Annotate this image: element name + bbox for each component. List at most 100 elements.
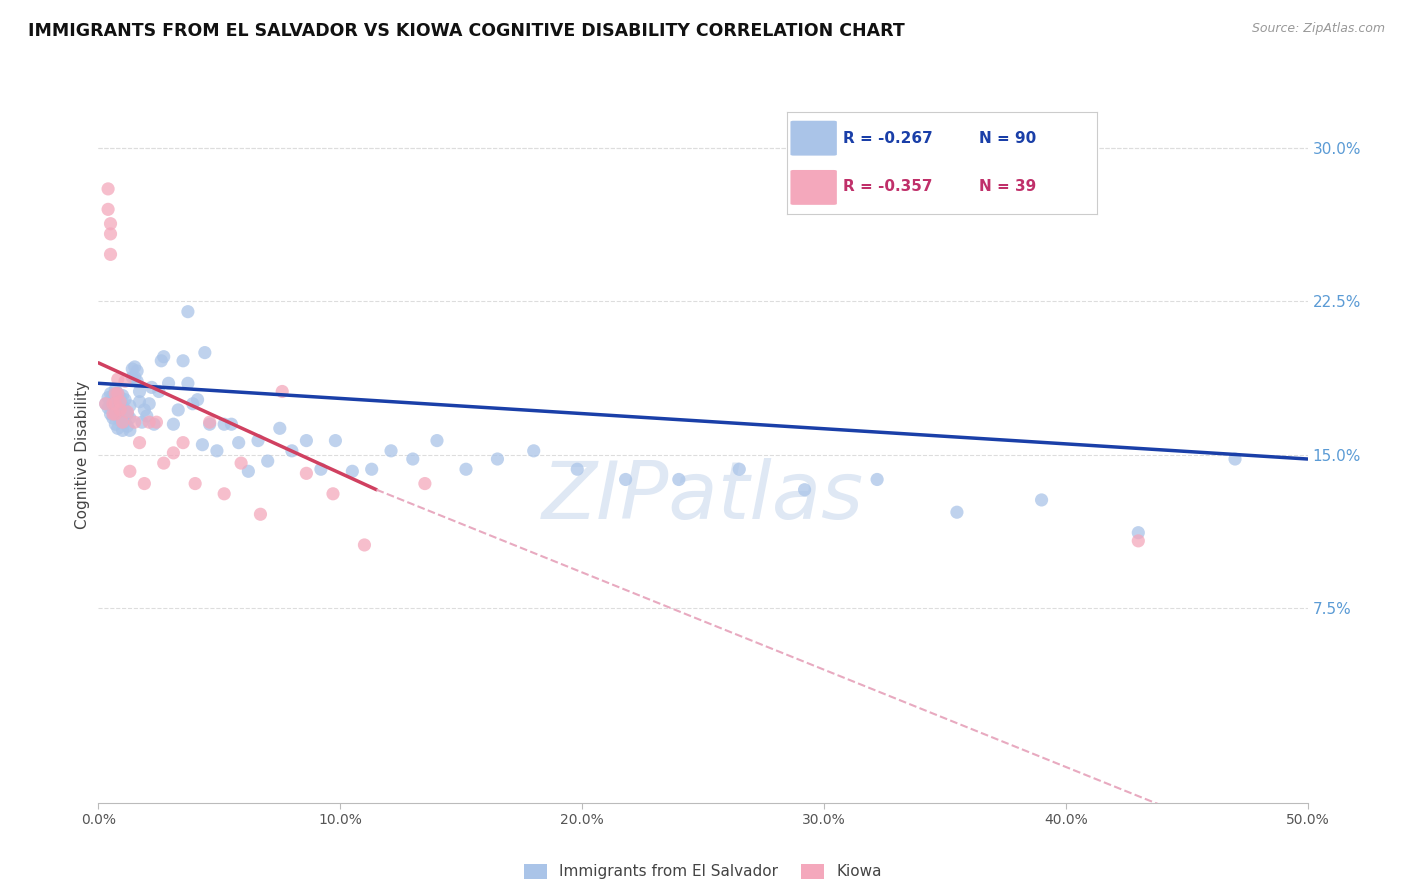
Legend: Immigrants from El Salvador, Kiowa: Immigrants from El Salvador, Kiowa <box>517 858 889 886</box>
Point <box>111 388 134 402</box>
Point <box>145 415 167 429</box>
Point <box>249 508 271 522</box>
Point <box>1128 525 1150 540</box>
Point <box>138 397 160 411</box>
Point <box>194 345 217 359</box>
Point <box>212 487 235 501</box>
Point <box>104 407 127 421</box>
Point <box>325 434 347 448</box>
Point <box>107 397 129 411</box>
Point <box>172 353 194 368</box>
Point <box>191 438 214 452</box>
Point <box>108 401 131 415</box>
FancyBboxPatch shape <box>790 120 837 155</box>
Point <box>198 415 221 429</box>
Point <box>1223 452 1246 467</box>
Point <box>229 456 252 470</box>
Point <box>100 247 122 261</box>
Point <box>486 452 509 467</box>
Point <box>94 397 117 411</box>
Text: IMMIGRANTS FROM EL SALVADOR VS KIOWA COGNITIVE DISABILITY CORRELATION CHART: IMMIGRANTS FROM EL SALVADOR VS KIOWA COG… <box>28 22 905 40</box>
Point <box>118 464 141 478</box>
Y-axis label: Cognitive Disability: Cognitive Disability <box>75 381 90 529</box>
Point <box>181 397 204 411</box>
Point <box>108 413 131 427</box>
Point <box>138 415 160 429</box>
Point <box>281 443 304 458</box>
Point <box>269 421 291 435</box>
Point <box>101 388 124 402</box>
Point <box>177 376 200 391</box>
Point <box>104 386 127 401</box>
Text: N = 39: N = 39 <box>979 179 1036 194</box>
Point <box>111 415 134 429</box>
Point <box>143 417 166 432</box>
Point <box>256 454 278 468</box>
Point <box>117 407 139 421</box>
Point <box>322 487 344 501</box>
Point <box>134 403 156 417</box>
Point <box>295 434 318 448</box>
Point <box>1031 492 1053 507</box>
Point <box>118 411 141 425</box>
Point <box>413 476 436 491</box>
Point <box>271 384 294 399</box>
Point <box>108 391 131 405</box>
Point <box>118 399 141 413</box>
Point <box>111 411 134 425</box>
Point <box>205 443 228 458</box>
Point <box>152 350 174 364</box>
Point <box>97 401 120 415</box>
Point <box>221 417 243 432</box>
Point <box>107 386 129 401</box>
Point <box>101 407 124 421</box>
Point <box>101 399 124 413</box>
Point <box>295 467 318 481</box>
Point <box>426 434 449 448</box>
Point <box>107 409 129 423</box>
Point <box>212 417 235 432</box>
Point <box>162 446 184 460</box>
Point <box>100 397 122 411</box>
Point <box>198 417 221 432</box>
Point <box>128 384 150 399</box>
Point <box>167 403 190 417</box>
Point <box>127 364 149 378</box>
Point <box>108 403 131 417</box>
Text: ZIPatlas: ZIPatlas <box>541 458 865 536</box>
Point <box>728 462 751 476</box>
Point <box>114 415 136 429</box>
Point <box>104 417 127 432</box>
Point <box>172 435 194 450</box>
Point <box>121 362 143 376</box>
Text: R = -0.267: R = -0.267 <box>844 130 932 145</box>
Point <box>107 421 129 435</box>
Point <box>124 370 146 384</box>
Point <box>100 407 122 421</box>
Point <box>614 473 637 487</box>
Point <box>353 538 375 552</box>
Point <box>131 415 153 429</box>
Point <box>121 370 143 384</box>
Point <box>127 374 149 388</box>
Point <box>104 383 127 397</box>
Point <box>104 394 127 409</box>
Point <box>184 476 207 491</box>
Point <box>177 304 200 318</box>
Point <box>247 434 270 448</box>
Point <box>402 452 425 467</box>
Point <box>157 376 180 391</box>
Point <box>380 443 402 458</box>
Point <box>128 394 150 409</box>
Point <box>135 409 157 423</box>
Point <box>134 476 156 491</box>
Point <box>150 353 173 368</box>
Text: Source: ZipAtlas.com: Source: ZipAtlas.com <box>1251 22 1385 36</box>
Point <box>114 403 136 417</box>
Point <box>97 391 120 405</box>
Point <box>97 182 120 196</box>
Point <box>100 217 122 231</box>
Point <box>114 392 136 407</box>
Point <box>567 462 589 476</box>
Point <box>866 473 889 487</box>
